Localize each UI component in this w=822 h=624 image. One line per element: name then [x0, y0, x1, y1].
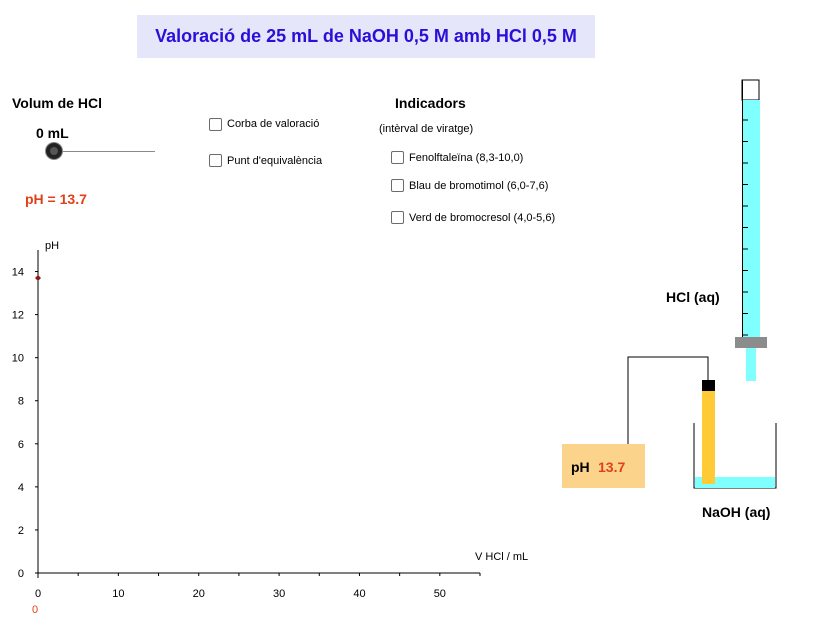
burette-tip — [746, 348, 756, 381]
titration-apparatus — [627, 79, 777, 489]
y-tick-label: 14 — [12, 267, 24, 279]
x-tick-label: 0 — [35, 588, 41, 600]
burette-graduations — [743, 119, 748, 336]
bromothymol-blue-checkbox[interactable] — [391, 179, 404, 192]
volume-value: 0 mL — [36, 125, 69, 141]
volume-slider-track[interactable] — [54, 151, 155, 152]
bromocresol-green-label[interactable]: Verd de bromocresol (4,0-5,6) — [409, 212, 556, 224]
burette-stopcock[interactable] — [735, 337, 767, 348]
x-tick-label: 40 — [353, 588, 365, 600]
x-tick-label: 10 — [112, 588, 124, 600]
volume-slider-thumb[interactable] — [46, 143, 62, 159]
phenolphthalein-label[interactable]: Fenolftaleïna (8,3-10,0) — [409, 152, 524, 164]
beaker-liquid — [695, 477, 775, 488]
curve-checkbox[interactable] — [209, 118, 222, 131]
x-tick-label: 50 — [434, 588, 446, 600]
ph-meter — [562, 444, 645, 488]
y-tick-label: 10 — [12, 353, 24, 365]
page-title: Valoració de 25 mL de NaOH 0,5 M amb HCl… — [155, 26, 577, 46]
y-tick-label: 6 — [18, 439, 24, 451]
titration-chart: 0 10 20 30 40 50 0 2 4 6 8 10 12 14 pH V HCl / mL 0 — [12, 240, 528, 616]
beaker-label: NaOH (aq) — [702, 504, 771, 520]
phenolphthalein-checkbox[interactable] — [391, 151, 404, 164]
y-tick-label: 2 — [18, 525, 24, 537]
indicators-subheading: (intèrval de viratge) — [379, 123, 474, 135]
volume-heading: Volum de HCl — [12, 95, 102, 111]
curve-checkbox-label[interactable]: Corba de valoració — [227, 118, 320, 130]
probe-wire — [627, 356, 709, 444]
y-tick-label: 0 — [18, 568, 24, 580]
x-axis-label: V HCl / mL — [475, 551, 528, 563]
ph-meter-label: pH — [571, 459, 590, 475]
probe-cap — [702, 380, 715, 391]
burette-liquid — [743, 100, 760, 338]
ph-probe[interactable] — [702, 391, 715, 484]
y-tick-label: 12 — [12, 310, 24, 322]
x-tick-label: 30 — [273, 588, 285, 600]
x-tick-label: 20 — [193, 588, 205, 600]
equivalence-checkbox-label[interactable]: Punt d'equivalència — [227, 155, 323, 167]
data-point — [35, 274, 41, 281]
y-tick-label: 4 — [18, 482, 24, 494]
bromothymol-blue-label[interactable]: Blau de bromotimol (6,0-7,6) — [409, 180, 549, 192]
burette-label: HCl (aq) — [666, 289, 720, 305]
equivalence-checkbox[interactable] — [209, 154, 222, 167]
current-volume-marker: 0 — [32, 604, 38, 616]
title-banner — [137, 15, 595, 58]
ph-readout: pH = 13.7 — [25, 191, 87, 207]
y-tick-label: 8 — [18, 396, 24, 408]
y-axis-label: pH — [45, 240, 59, 252]
bromocresol-green-checkbox[interactable] — [391, 211, 404, 224]
burette-top — [741, 79, 760, 101]
ph-meter-value: 13.7 — [598, 459, 626, 475]
indicators-heading: Indicadors — [395, 95, 466, 111]
